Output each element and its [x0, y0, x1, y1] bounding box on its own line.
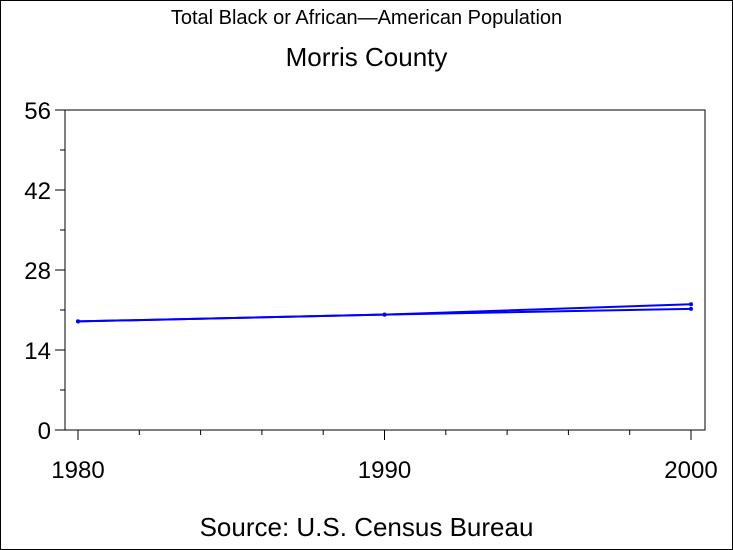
data-point: [689, 306, 693, 311]
y-tick-label: 28: [24, 258, 51, 285]
data-point: [382, 312, 387, 317]
plot-area: [64, 109, 706, 431]
chart-title: Total Black or African—American Populati…: [170, 7, 563, 29]
data-point: [689, 302, 693, 307]
chart-source: Source: U.S. Census Bureau: [199, 512, 534, 542]
chart-subtitle: Morris County: [285, 42, 448, 72]
y-tick-label: 0: [38, 418, 51, 445]
y-tick-label: 56: [24, 98, 51, 125]
x-axis: 1980 1990 2000: [51, 430, 718, 484]
y-tick-label: 14: [24, 338, 51, 365]
y-axis: 0 14 28 42 56: [24, 98, 65, 445]
y-tick-label: 42: [24, 178, 51, 205]
series-layer: [76, 302, 693, 324]
x-tick-label: 1980: [51, 457, 104, 484]
x-tick-label: 2000: [664, 457, 717, 484]
x-tick-label: 1990: [358, 457, 411, 484]
data-point: [76, 319, 80, 324]
